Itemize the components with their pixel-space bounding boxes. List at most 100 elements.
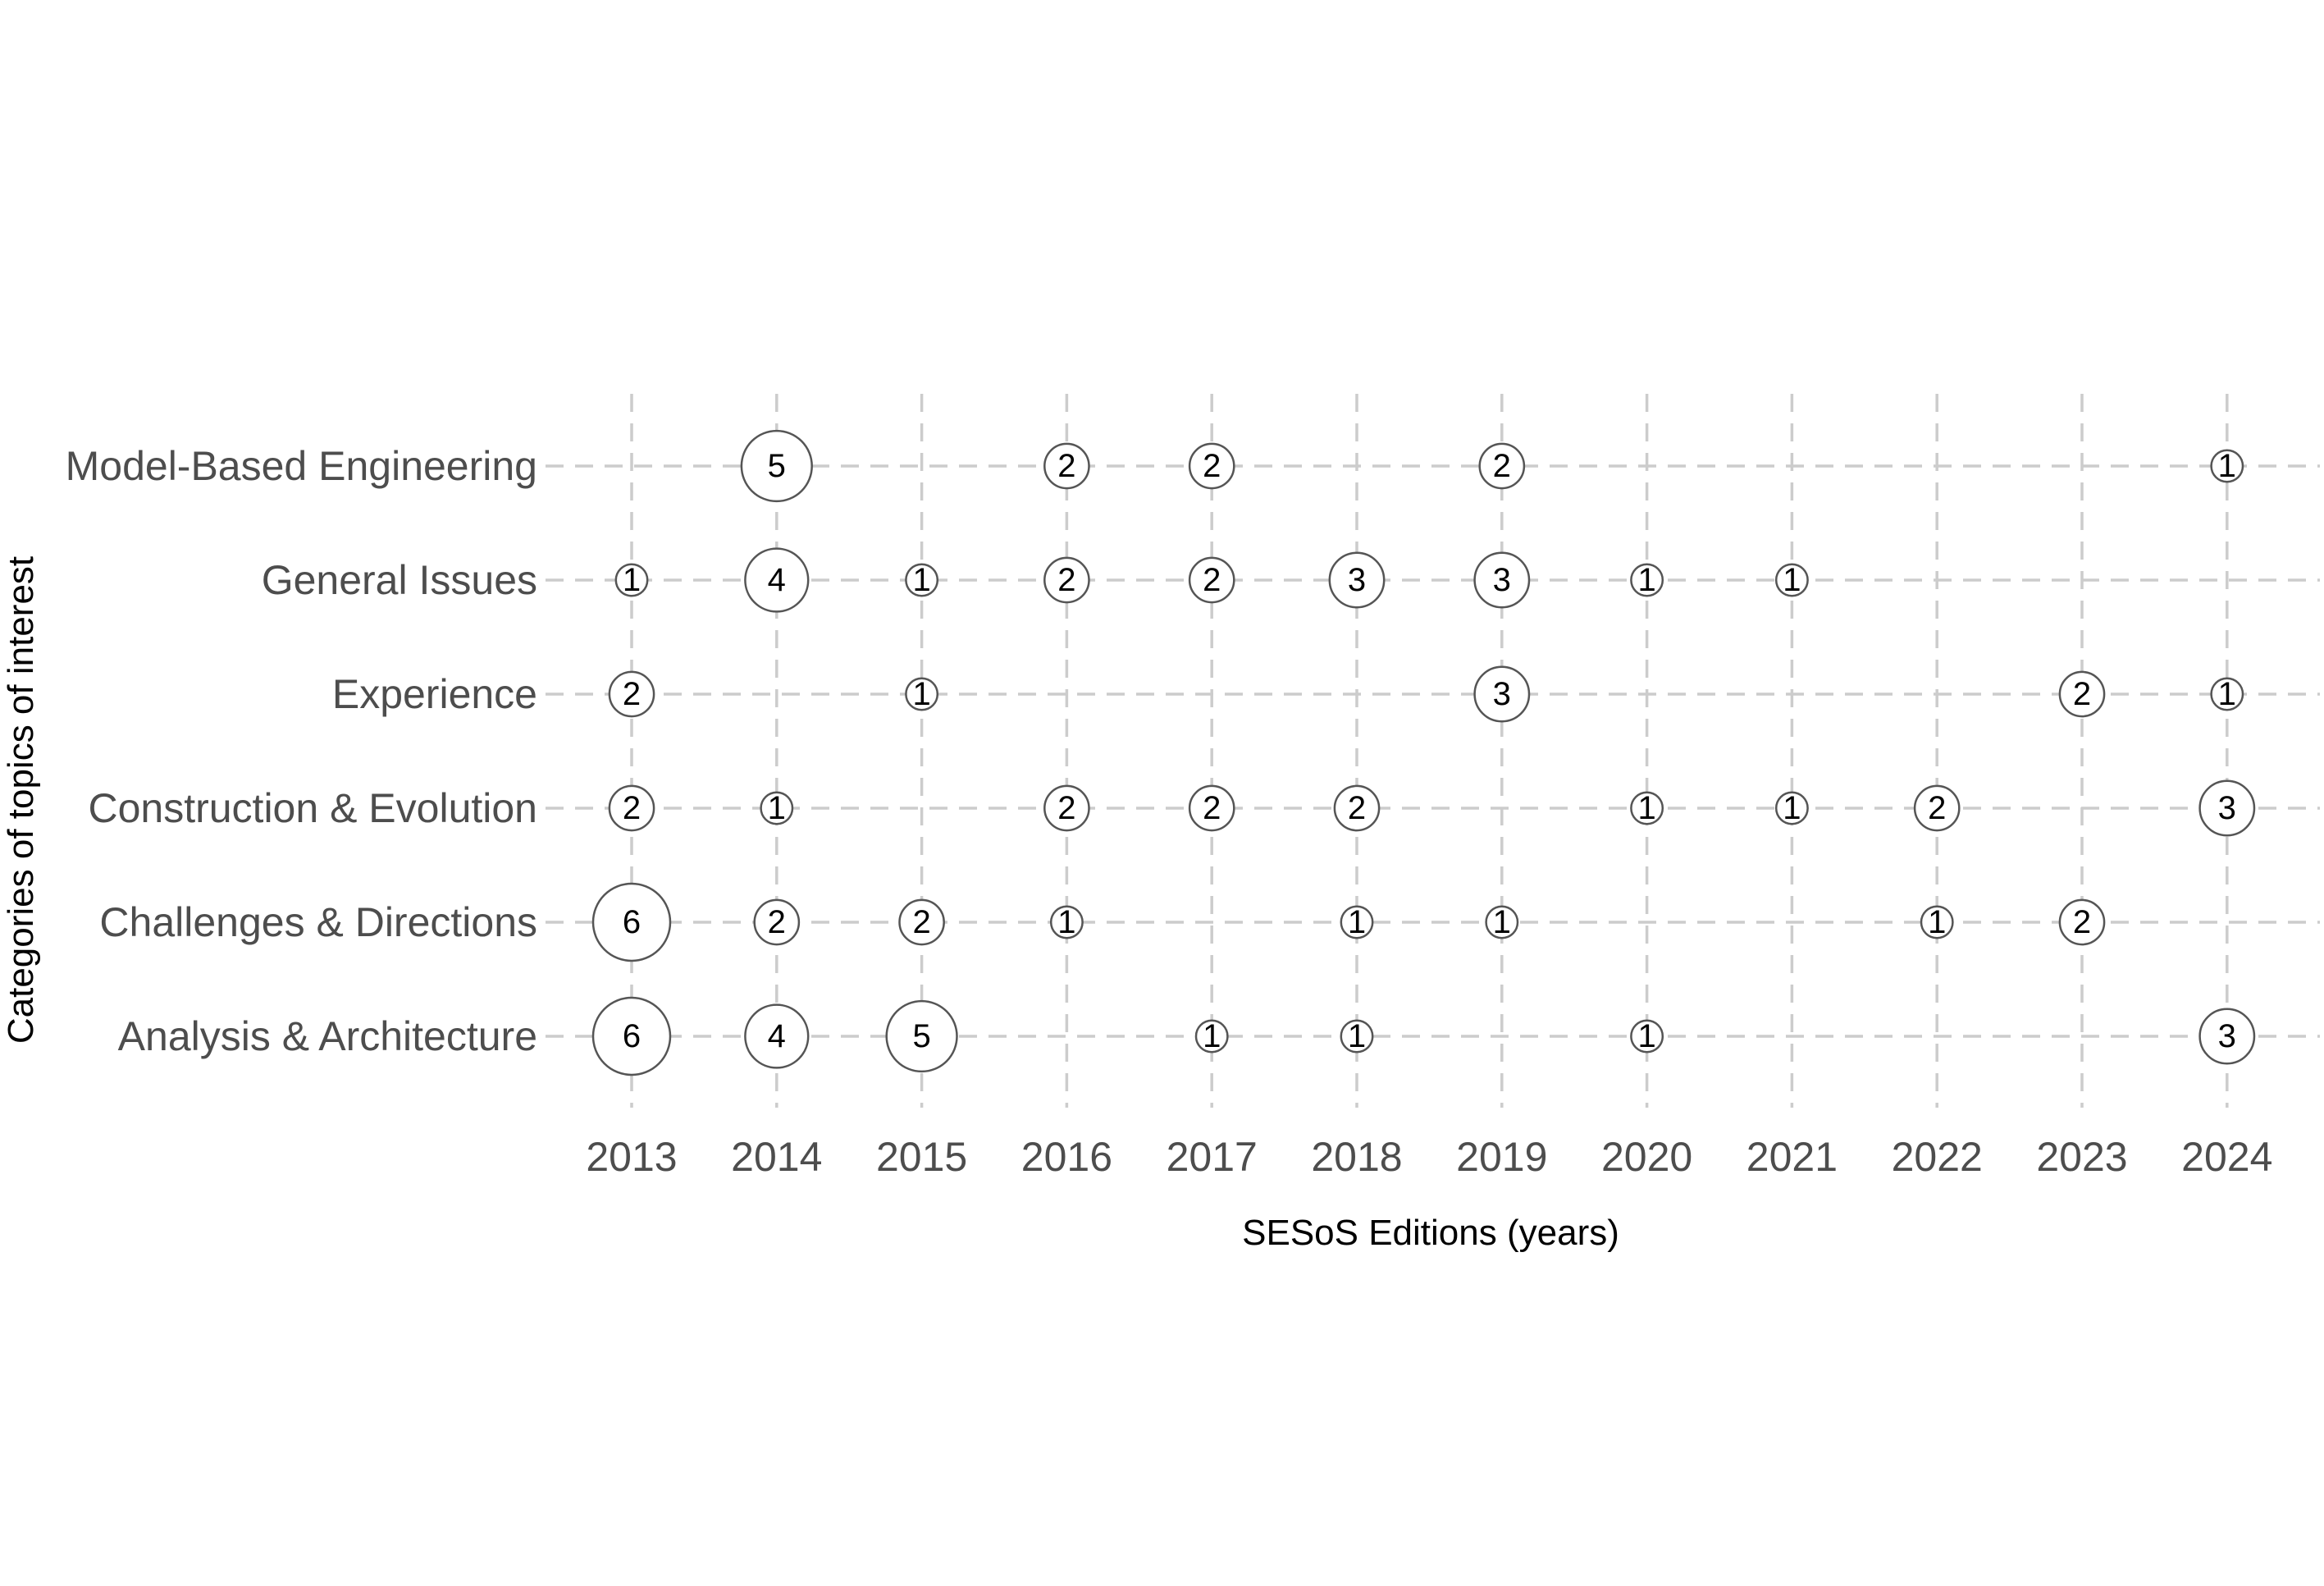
bubble-value-label: 5 — [768, 448, 786, 484]
bubble-point: 2 — [1333, 784, 1381, 832]
bubble-circle — [1340, 905, 1374, 939]
bubble-circle — [1194, 1019, 1229, 1054]
bubble-value-label: 1 — [768, 790, 786, 826]
bubble-point: 5 — [885, 999, 958, 1073]
bubble-value-label: 1 — [1348, 904, 1366, 940]
bubble-value-label: 6 — [623, 904, 641, 940]
y-tick-label: Challenges & Directions — [99, 899, 537, 945]
bubble-value-label: 4 — [768, 562, 786, 598]
bubble-point: 2 — [1478, 442, 1526, 490]
x-tick-label: 2022 — [1892, 1134, 1983, 1180]
bubble-point: 1 — [614, 562, 649, 598]
bubble-value-label: 1 — [1348, 1018, 1366, 1054]
bubble-circle — [1485, 905, 1519, 939]
bubble-point: 2 — [1188, 556, 1235, 604]
bubble-circle — [740, 429, 813, 503]
bubble-circle — [760, 791, 794, 825]
bubble-point: 1 — [2210, 676, 2244, 712]
bubble-value-label: 1 — [1928, 904, 1946, 940]
x-axis-title: SESoS Editions (years) — [1242, 1213, 1619, 1253]
y-tick-label: Model-Based Engineering — [66, 443, 537, 489]
bubble-point: 2 — [1188, 442, 1235, 490]
bubble-value-label: 3 — [2218, 1018, 2236, 1054]
bubble-point: 2 — [608, 670, 655, 718]
bubble-value-label: 1 — [912, 676, 930, 712]
bubble-circle — [1188, 784, 1235, 832]
bubble-point: 1 — [1049, 904, 1084, 940]
bubble-circle — [885, 999, 958, 1073]
bubble-value-label: 3 — [1348, 562, 1366, 598]
bubble-point: 1 — [1340, 1018, 1374, 1054]
bubble-point: 3 — [1473, 665, 1531, 723]
bubble-circle — [1473, 551, 1531, 609]
bubble-value-label: 2 — [1057, 790, 1075, 826]
bubble-circle — [1049, 905, 1084, 939]
bubble-circle — [2210, 449, 2244, 483]
bubble-circle — [744, 547, 810, 613]
bubble-value-label: 1 — [1637, 1018, 1655, 1054]
bubble-value-label: 2 — [912, 904, 930, 940]
bubble-circle — [2058, 898, 2106, 946]
bubble-circle — [1333, 784, 1381, 832]
y-tick-label: Construction & Evolution — [88, 785, 537, 831]
bubble-value-label: 5 — [912, 1018, 930, 1054]
bubble-circle — [753, 898, 801, 946]
bubble-point: 2 — [1043, 784, 1090, 832]
bubble-value-label: 3 — [2218, 790, 2236, 826]
bubble-point: 3 — [2198, 779, 2256, 837]
y-axis-tick-labels: Analysis & Architecture Challenges & Dire… — [66, 443, 537, 1059]
bubble-value-label: 2 — [1057, 562, 1075, 598]
bubble-circle — [1630, 1019, 1664, 1054]
bubble-point: 3 — [1328, 551, 1386, 609]
y-axis-title: Categories of topics of interest — [1, 556, 41, 1044]
bubble-point: 2 — [1188, 784, 1235, 832]
bubble-value-label: 2 — [1203, 448, 1221, 484]
bubble-point: 1 — [1920, 904, 1954, 940]
bubble-point: 2 — [753, 898, 801, 946]
bubble-circle — [1188, 442, 1235, 490]
bubble-point: 1 — [1630, 562, 1664, 598]
bubble-circle — [1340, 1019, 1374, 1054]
bubble-value-label: 2 — [1203, 790, 1221, 826]
bubble-circle — [1043, 556, 1090, 604]
bubble-value-label: 1 — [623, 562, 641, 598]
y-tick-label: Experience — [332, 671, 537, 717]
bubble-value-label: 3 — [1493, 676, 1511, 712]
bubble-circle — [905, 677, 939, 711]
bubble-circle — [1328, 551, 1386, 609]
bubble-circle — [1043, 442, 1090, 490]
bubble-point: 1 — [1774, 790, 1809, 826]
bubble-circle — [1920, 905, 1954, 939]
bubble-circle — [744, 1003, 810, 1069]
bubble-point: 1 — [1340, 904, 1374, 940]
bubble-value-label: 2 — [2073, 904, 2091, 940]
x-tick-label: 2014 — [731, 1134, 822, 1180]
bubble-value-label: 1 — [1783, 790, 1801, 826]
bubble-circle — [905, 563, 939, 597]
y-tick-label: General Issues — [262, 557, 537, 603]
bubble-point: 1 — [905, 562, 939, 598]
bubble-circle — [1913, 784, 1961, 832]
bubble-value-label: 2 — [1057, 448, 1075, 484]
bubble-circle — [898, 898, 945, 946]
x-tick-label: 2013 — [586, 1134, 677, 1180]
bubble-circle — [2210, 677, 2244, 711]
bubble-value-label: 1 — [1637, 790, 1655, 826]
bubble-value-label: 1 — [1637, 562, 1655, 598]
bubble-value-label: 1 — [1203, 1018, 1221, 1054]
bubble-circle — [1188, 556, 1235, 604]
bubble-point: 1 — [1485, 904, 1519, 940]
bubble-point: 1 — [1194, 1018, 1229, 1054]
bubble-circle — [1043, 784, 1090, 832]
bubble-circle — [1630, 791, 1664, 825]
bubble-circle — [1473, 665, 1531, 723]
bubble-value-label: 4 — [768, 1018, 786, 1054]
bubble-point: 4 — [744, 547, 810, 613]
bubble-value-label: 1 — [1057, 904, 1075, 940]
bubble-value-label: 6 — [623, 1018, 641, 1054]
bubble-circle — [591, 882, 672, 962]
bubble-value-label: 2 — [623, 790, 641, 826]
bubble-value-label: 2 — [768, 904, 786, 940]
x-tick-label: 2016 — [1021, 1134, 1112, 1180]
bubble-point: 5 — [740, 429, 813, 503]
